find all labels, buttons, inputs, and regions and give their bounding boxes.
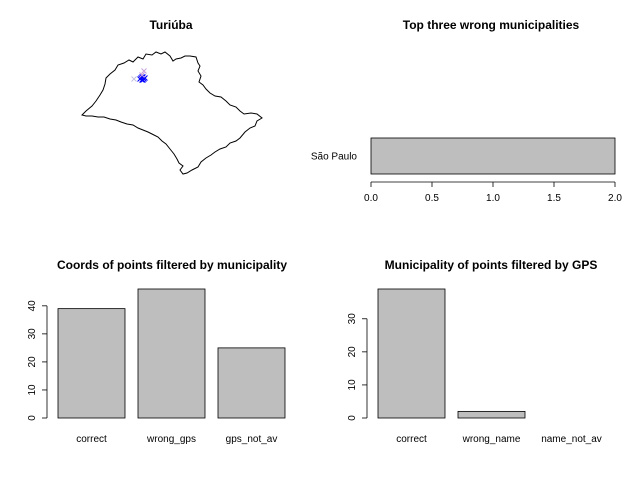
y-tick-label: 20 (347, 346, 358, 358)
y-tick-label: 30 (27, 328, 38, 340)
y-tick-label: 40 (27, 300, 38, 312)
y-tick-label: 30 (347, 313, 358, 325)
x-tick-label: 0.5 (425, 193, 439, 204)
bar-gps-not-av (217, 347, 286, 419)
bar-wrong-gps (137, 288, 206, 419)
y-tick-label: 0 (27, 415, 38, 421)
x-tick-label: 0.0 (364, 193, 378, 204)
category-label: wrong_gps (146, 434, 196, 445)
map-point-marker (131, 76, 137, 82)
y-tick-label: 20 (27, 356, 38, 368)
map-point-marker (139, 72, 145, 78)
bar-correct (57, 308, 126, 419)
municipality-filtered-panel: Municipality of points filtered by GPS c… (347, 258, 602, 445)
x-tick-label: 1.0 (486, 193, 500, 204)
map-title: Turiúba (149, 18, 192, 32)
category-label: wrong_name (462, 434, 521, 445)
coords-filtered-title: Coords of points filtered by municipalit… (57, 258, 287, 272)
y-tick-label: 0 (347, 415, 358, 421)
map-panel: Turiúba (81, 18, 263, 175)
y-tick-label: 10 (27, 384, 38, 396)
x-tick-label: 2.0 (608, 193, 622, 204)
bar-correct (377, 288, 446, 419)
map-points (131, 68, 148, 83)
map-point-marker (141, 68, 147, 74)
category-label: gps_not_av (226, 434, 278, 445)
category-label: correct (76, 434, 107, 445)
category-label: correct (396, 434, 427, 445)
x-tick-label: 1.5 (547, 193, 561, 204)
wrong-municipalities-title: Top three wrong municipalities (403, 18, 580, 32)
wrong-municipalities-panel: Top three wrong municipalities São Paulo… (311, 18, 623, 204)
bar-wrong-name (457, 410, 526, 419)
map-point-marker (139, 74, 145, 80)
municipality-filtered-title: Municipality of points filtered by GPS (385, 258, 598, 272)
category-label: name_not_av (541, 434, 602, 445)
coords-filtered-panel: Coords of points filtered by municipalit… (27, 258, 287, 445)
y-tick-label: 10 (347, 379, 358, 391)
bar-são-paulo (370, 137, 616, 175)
category-label: São Paulo (311, 152, 358, 163)
sao-paulo-state-outline (81, 51, 263, 175)
